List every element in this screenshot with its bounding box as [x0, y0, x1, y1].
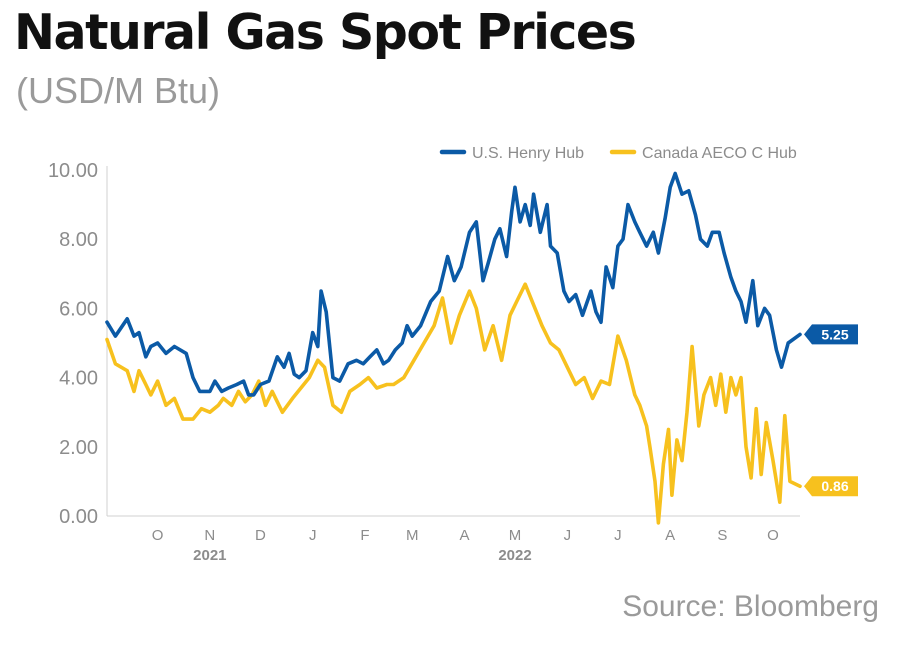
x-tick-label: S	[717, 527, 727, 544]
end-label-tag-canada-aeco-c-hub	[804, 476, 858, 497]
x-year-label: 2021	[193, 547, 226, 564]
x-tick-label: J	[564, 527, 572, 544]
series-lines	[105, 171, 802, 525]
x-tick-label: O	[152, 527, 164, 544]
x-tick-label: O	[767, 527, 779, 544]
series-line-u-s-henry-hub	[105, 171, 802, 397]
x-tick-label: A	[665, 527, 675, 544]
x-tick-label: J	[309, 527, 317, 544]
end-label-value-canada-aeco-c-hub: 0.86	[821, 478, 848, 494]
y-tick-label: 4.00	[59, 368, 98, 390]
x-tick-label: M	[509, 527, 522, 544]
y-tick-label: 8.00	[59, 229, 98, 251]
x-tick-label: N	[204, 527, 215, 544]
x-tick-label: F	[360, 527, 369, 544]
y-tick-label: 0.00	[59, 506, 98, 528]
source-note: Source: Bloomberg	[622, 590, 879, 623]
y-tick-label: 6.00	[59, 298, 98, 320]
end-label-tag-u-s-henry-hub	[804, 324, 858, 345]
x-tick-label: J	[614, 527, 622, 544]
x-tick-label: D	[255, 527, 266, 544]
y-tick-label: 10.00	[48, 160, 98, 182]
axes: 0.00 2.00 4.00 6.00 8.00 10.00 O N D J F M A M J J A S O 20…	[48, 160, 800, 564]
x-tick-label: A	[459, 527, 469, 544]
y-tick-label: 2.00	[59, 437, 98, 459]
end-labels: 5.25 0.86	[804, 324, 858, 497]
x-year-label: 2022	[498, 547, 531, 564]
legend: U.S. Henry Hub Canada AECO C Hub	[439, 145, 797, 162]
series-line-canada-aeco-c-hub	[105, 282, 802, 525]
legend-label-canada-aeco-c-hub: Canada AECO C Hub	[642, 145, 797, 162]
page-subtitle: (USD/M Btu)	[16, 70, 221, 111]
legend-label-u-s-henry-hub: U.S. Henry Hub	[472, 145, 584, 162]
x-tick-label: M	[406, 527, 419, 544]
end-label-value-u-s-henry-hub: 5.25	[821, 326, 848, 342]
page-title: Natural Gas Spot Prices	[14, 4, 637, 61]
